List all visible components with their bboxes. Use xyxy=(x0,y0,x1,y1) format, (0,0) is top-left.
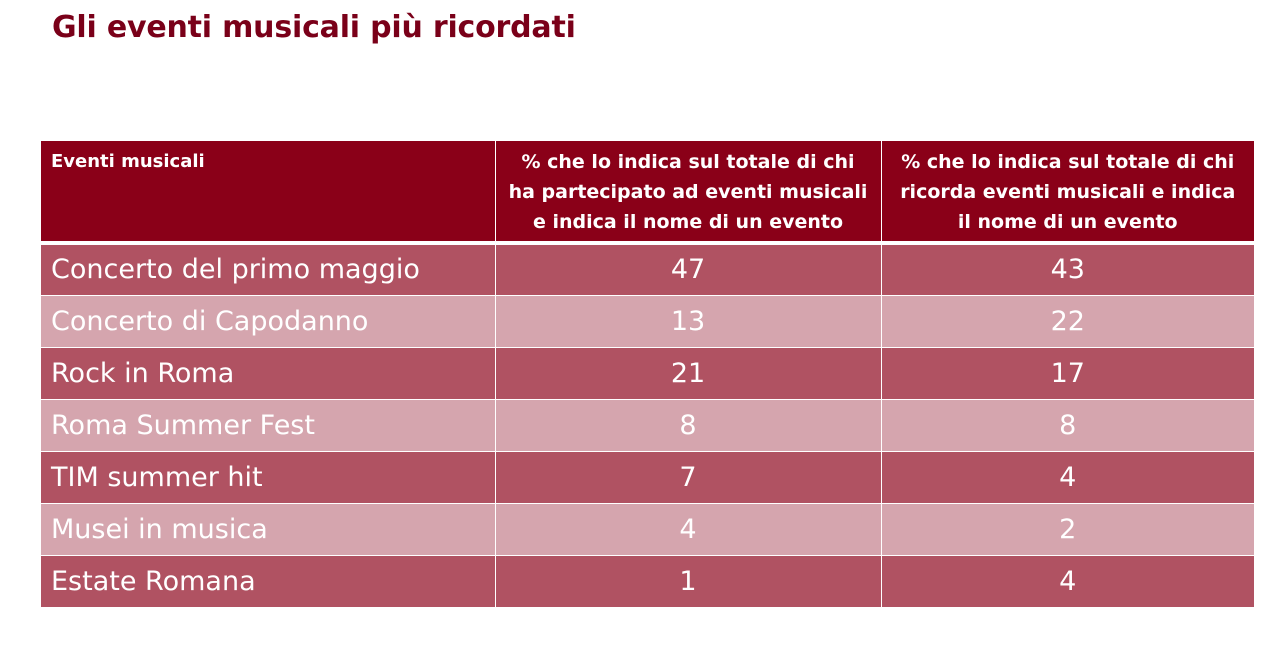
participated-pct: 21 xyxy=(494,346,881,399)
event-name: Estate Romana xyxy=(41,554,495,607)
remember-pct: 2 xyxy=(880,502,1254,555)
table-body: Concerto del primo maggio 47 43 Concerto… xyxy=(41,242,1254,607)
events-table: Eventi musicali % che lo indica sul tota… xyxy=(41,141,1254,607)
remember-pct: 22 xyxy=(880,294,1254,347)
table-row: Concerto di Capodanno 13 22 xyxy=(41,294,1254,347)
event-name: Concerto di Capodanno xyxy=(41,294,495,347)
header-remember-pct: % che lo indica sul totale di chi ricord… xyxy=(880,141,1254,245)
remember-pct: 4 xyxy=(880,450,1254,503)
table-header: Eventi musicali % che lo indica sul tota… xyxy=(41,141,1254,245)
header-participated-pct: % che lo indica sul totale di chi ha par… xyxy=(494,141,881,245)
event-name: Musei in musica xyxy=(41,502,495,555)
table-row: Estate Romana 1 4 xyxy=(41,554,1254,607)
event-name: Roma Summer Fest xyxy=(41,398,495,451)
event-name: Rock in Roma xyxy=(41,346,495,399)
table-row: Rock in Roma 21 17 xyxy=(41,346,1254,399)
remember-pct: 8 xyxy=(880,398,1254,451)
event-name: TIM summer hit xyxy=(41,450,495,503)
participated-pct: 7 xyxy=(494,450,881,503)
table-row: TIM summer hit 7 4 xyxy=(41,450,1254,503)
participated-pct: 8 xyxy=(494,398,881,451)
remember-pct: 17 xyxy=(880,346,1254,399)
participated-pct: 13 xyxy=(494,294,881,347)
table-row: Concerto del primo maggio 47 43 xyxy=(41,242,1254,295)
event-name: Concerto del primo maggio xyxy=(41,242,495,295)
table-row: Roma Summer Fest 8 8 xyxy=(41,398,1254,451)
participated-pct: 47 xyxy=(494,242,881,295)
remember-pct: 43 xyxy=(880,242,1254,295)
participated-pct: 4 xyxy=(494,502,881,555)
page-title: Gli eventi musicali più ricordati xyxy=(52,10,576,45)
table-row: Musei in musica 4 2 xyxy=(41,502,1254,555)
participated-pct: 1 xyxy=(494,554,881,607)
header-row: Eventi musicali % che lo indica sul tota… xyxy=(41,141,1254,245)
remember-pct: 4 xyxy=(880,554,1254,607)
header-event: Eventi musicali xyxy=(41,141,495,245)
